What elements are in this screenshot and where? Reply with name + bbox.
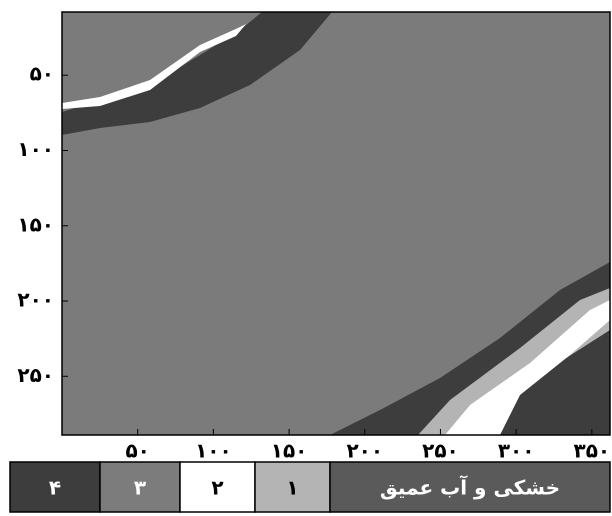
x-tick-label: ۲۵۰ bbox=[422, 439, 459, 463]
x-tick-label: ۲۰۰ bbox=[346, 439, 383, 463]
figure: ۵۰ ۱۰۰ ۱۵۰ ۲۰۰ ۲۵۰ ۳۰۰ ۳۵۰ ۵۰ ۱۰۰ ۱۵۰ ۲۰۰ ۲۵۰ ۴ ۳ ۲ ۱ خ… bbox=[0, 0, 612, 516]
legend-label: ۱ bbox=[286, 476, 298, 500]
legend: ۴ ۳ ۲ ۱ خشکی و آب عمیق bbox=[10, 462, 610, 512]
y-tick-label: ۲۰۰ bbox=[17, 288, 54, 312]
x-tick-label: ۳۰۰ bbox=[498, 439, 535, 463]
x-tick-label: ۱۰۰ bbox=[195, 439, 232, 463]
x-tick-label: ۳۵۰ bbox=[574, 439, 611, 463]
y-tick-label: ۱۵۰ bbox=[17, 212, 54, 236]
x-tick-label: ۱۵۰ bbox=[271, 439, 308, 463]
legend-label: خشکی و آب عمیق bbox=[380, 475, 560, 500]
y-tick-label: ۲۵۰ bbox=[17, 363, 54, 387]
legend-label: ۴ bbox=[49, 476, 61, 500]
legend-label: ۲ bbox=[211, 476, 223, 500]
x-tick-label: ۵۰ bbox=[125, 439, 149, 463]
y-tick-label: ۱۰۰ bbox=[17, 137, 54, 161]
raster-image bbox=[62, 12, 610, 435]
y-tick-label: ۵۰ bbox=[30, 62, 54, 86]
legend-label: ۳ bbox=[134, 476, 146, 500]
